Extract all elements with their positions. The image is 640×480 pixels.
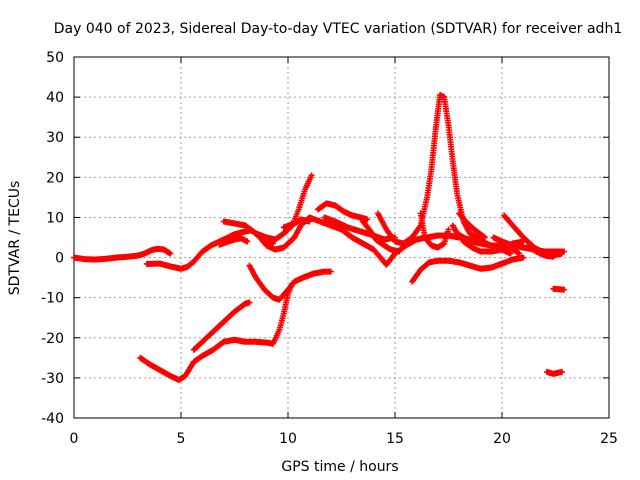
data-point-markers — [409, 254, 527, 285]
data-point-markers — [374, 92, 488, 247]
data-point-markers — [314, 200, 371, 223]
series-arc-10 — [359, 218, 403, 255]
series-arc-7 — [314, 200, 371, 223]
data-point-markers — [280, 216, 313, 231]
y-tick-label: 0 — [55, 251, 64, 267]
data-point-markers — [71, 245, 174, 263]
series-arc-11 — [417, 210, 452, 251]
data-point-markers — [543, 368, 565, 377]
chart-title: Day 040 of 2023, Sidereal Day-to-day VTE… — [54, 21, 622, 37]
x-tick-label: 15 — [386, 431, 404, 447]
series-arc-15 — [460, 238, 527, 255]
grid — [74, 57, 609, 418]
series-arc-22 — [543, 368, 565, 377]
tick-labels: 0 5 10 15 20 25 -40 -30 -20 -10 0 10 20 30 40 50 — [41, 50, 618, 447]
x-tick-label: 20 — [493, 431, 511, 447]
data-point-markers — [524, 242, 557, 260]
data-point-markers — [137, 280, 296, 383]
series-arc-9 — [374, 92, 488, 247]
axes — [73, 56, 610, 419]
series-arc-13 — [456, 210, 488, 241]
y-tick-label: -40 — [41, 411, 64, 427]
plot-frame — [73, 56, 610, 419]
series-arc-17 — [524, 242, 557, 260]
data-point-markers — [252, 172, 315, 243]
x-axis-label: GPS time / hours — [281, 459, 398, 475]
y-tick-label: 20 — [46, 170, 64, 186]
data-point-markers — [417, 210, 452, 251]
data-point-markers — [190, 299, 253, 353]
y-tick-label: -10 — [41, 291, 64, 307]
series-arc-21 — [190, 299, 253, 353]
y-tick-label: -30 — [41, 371, 64, 387]
y-tick-label: 30 — [46, 130, 64, 146]
x-tick-label: 10 — [279, 431, 297, 447]
data-point-markers — [216, 235, 251, 248]
series-arc-6 — [280, 216, 313, 231]
y-tick-label: 50 — [46, 50, 64, 66]
x-tick-label: 25 — [600, 431, 618, 447]
series-arc-1 — [71, 245, 174, 263]
series-arc-23 — [550, 285, 568, 293]
y-tick-label: 40 — [46, 90, 64, 106]
y-axis-label: SDTVAR / TECUs — [7, 181, 23, 296]
y-tick-label: -20 — [41, 331, 64, 347]
data-point-markers — [460, 238, 527, 255]
x-tick-label: 5 — [177, 431, 186, 447]
data-series — [71, 92, 568, 383]
y-tick-label: 10 — [46, 210, 64, 226]
data-point-markers — [456, 210, 488, 241]
x-tick-label: 0 — [70, 431, 79, 447]
data-point-markers — [359, 218, 403, 255]
series-arc-20 — [137, 280, 296, 383]
series-arc-5 — [252, 172, 315, 243]
series-arc-18 — [409, 254, 527, 285]
series-arc-3 — [216, 235, 251, 248]
data-point-markers — [550, 285, 568, 293]
